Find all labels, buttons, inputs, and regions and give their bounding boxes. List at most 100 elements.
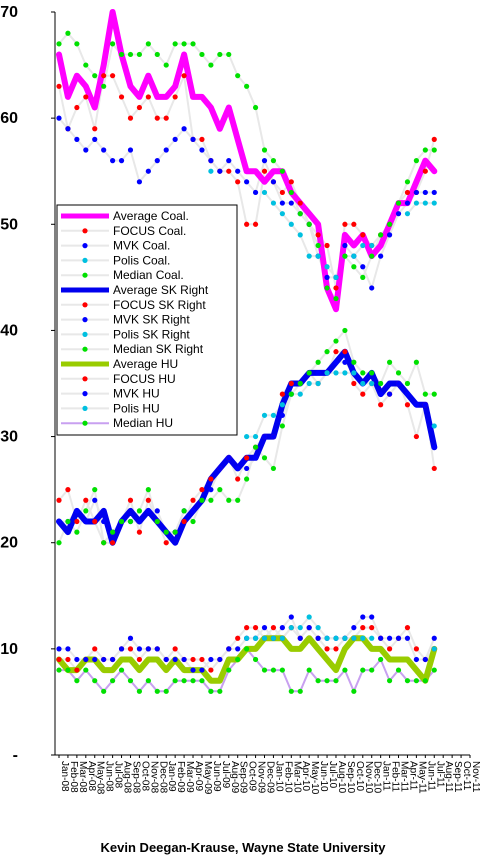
data-point-mvk-hu	[208, 656, 214, 663]
data-point-mvk-coal	[65, 126, 71, 132]
data-point-focus-sk-right	[279, 391, 285, 397]
data-point-polis-coal	[431, 200, 437, 206]
x-tick-label: Jan-08	[59, 761, 70, 792]
x-tick-label: Jan-11	[381, 761, 392, 791]
data-point-polis-hu	[288, 625, 294, 631]
data-point-mvk-coal	[395, 211, 402, 217]
x-tick-label: Mar-09	[184, 761, 195, 793]
data-point-mvk-hu	[351, 625, 357, 631]
data-point-polis-hu	[431, 646, 437, 652]
data-point-median-sk-right	[145, 487, 151, 493]
data-point-mvk-sk-right	[190, 508, 196, 514]
data-point-mvk-coal	[324, 274, 330, 280]
x-tick-label: Dec-09	[265, 761, 276, 794]
data-point-polis-coal	[360, 242, 366, 249]
data-point-median-sk-right	[83, 508, 89, 514]
x-tick-label: Jul-09	[220, 761, 231, 789]
x-axis-ticks: Jan-08Feb-08Mar-08Apr-08May-08Jun-08Jul-…	[58, 755, 481, 795]
data-point-polis-coal	[351, 253, 357, 259]
data-point-polis-sk-right	[360, 380, 366, 387]
data-point-focus-coal	[145, 94, 151, 100]
data-point-focus-sk-right	[333, 349, 339, 355]
data-point-mvk-sk-right	[378, 391, 384, 397]
data-point-focus-coal	[297, 200, 303, 206]
data-point-focus-coal	[92, 126, 98, 132]
x-tick-label: Jul-11	[434, 761, 445, 788]
data-point-mvk-hu	[378, 635, 384, 641]
data-point-focus-hu	[199, 656, 205, 663]
data-point-mvk-coal	[413, 189, 419, 196]
data-point-mvk-sk-right	[342, 359, 348, 365]
x-tick-label: Jan-09	[166, 761, 177, 792]
legend-marker-median-coal	[82, 272, 88, 278]
data-point-mvk-hu	[386, 635, 393, 641]
data-point-median-hu	[65, 667, 71, 673]
data-point-median-hu	[154, 688, 160, 694]
data-point-focus-coal	[226, 168, 232, 174]
data-point-polis-hu	[324, 635, 330, 641]
data-point-mvk-hu	[92, 656, 98, 663]
data-point-mvk-coal	[422, 189, 428, 196]
data-point-mvk-sk-right	[261, 433, 268, 440]
data-point-focus-hu	[404, 625, 411, 631]
data-point-polis-sk-right	[431, 423, 437, 429]
data-point-median-coal	[83, 62, 89, 68]
data-point-mvk-sk-right	[217, 465, 223, 472]
data-point-median-coal	[333, 295, 339, 302]
data-point-polis-coal	[208, 168, 214, 174]
data-point-focus-coal	[422, 168, 428, 174]
data-point-mvk-sk-right	[315, 370, 321, 376]
data-point-mvk-coal	[217, 168, 223, 174]
data-point-median-coal	[431, 147, 437, 153]
data-point-median-sk-right	[127, 518, 134, 525]
data-point-median-coal	[261, 147, 268, 153]
data-point-mvk-hu	[279, 625, 285, 631]
data-point-median-hu	[270, 667, 277, 673]
x-tick-label: Mar-08	[77, 761, 88, 793]
x-tick-label: May-11	[416, 761, 427, 794]
data-point-median-sk-right	[92, 487, 98, 493]
data-point-polis-sk-right	[244, 433, 250, 440]
data-point-focus-sk-right	[199, 487, 205, 493]
data-point-median-hu	[145, 678, 151, 684]
data-point-median-sk-right	[395, 370, 402, 376]
x-tick-label: Aug-11	[443, 761, 454, 793]
data-point-mvk-hu	[288, 614, 294, 620]
data-point-median-coal	[324, 285, 330, 291]
data-point-mvk-sk-right	[413, 402, 419, 408]
data-point-median-sk-right	[235, 497, 241, 503]
data-point-median-sk-right	[199, 497, 205, 503]
y-tick-label: 10	[0, 641, 18, 658]
data-point-mvk-coal	[83, 147, 89, 153]
data-point-median-coal	[360, 274, 366, 280]
data-point-median-hu	[378, 656, 384, 663]
data-point-polis-hu	[252, 635, 259, 641]
data-point-median-coal	[199, 51, 205, 58]
data-point-focus-hu	[270, 625, 277, 631]
data-point-focus-hu	[324, 646, 330, 652]
data-point-mvk-hu	[101, 656, 107, 663]
data-point-focus-coal	[333, 285, 339, 291]
data-point-polis-sk-right	[252, 433, 259, 440]
data-point-mvk-hu	[65, 646, 71, 652]
data-point-polis-hu	[360, 635, 366, 641]
legend-label-median-hu: Median HU	[113, 416, 173, 430]
data-point-median-sk-right	[65, 518, 71, 525]
data-point-focus-coal	[235, 179, 241, 185]
data-point-mvk-hu	[369, 614, 375, 620]
data-point-mvk-sk-right	[244, 465, 250, 472]
data-point-median-coal	[244, 83, 250, 89]
data-point-focus-sk-right	[190, 497, 196, 503]
data-point-focus-coal	[351, 221, 357, 227]
data-point-focus-sk-right	[413, 433, 419, 440]
data-point-polis-hu	[342, 635, 348, 641]
data-point-mvk-coal	[92, 136, 98, 142]
data-point-median-sk-right	[261, 455, 268, 461]
data-point-focus-hu	[360, 625, 366, 631]
x-tick-label: Aug-10	[336, 761, 347, 794]
data-point-focus-coal	[342, 221, 348, 227]
data-point-median-sk-right	[217, 487, 223, 493]
data-point-focus-sk-right	[92, 518, 98, 525]
x-tick-label: Sep-09	[238, 761, 249, 794]
